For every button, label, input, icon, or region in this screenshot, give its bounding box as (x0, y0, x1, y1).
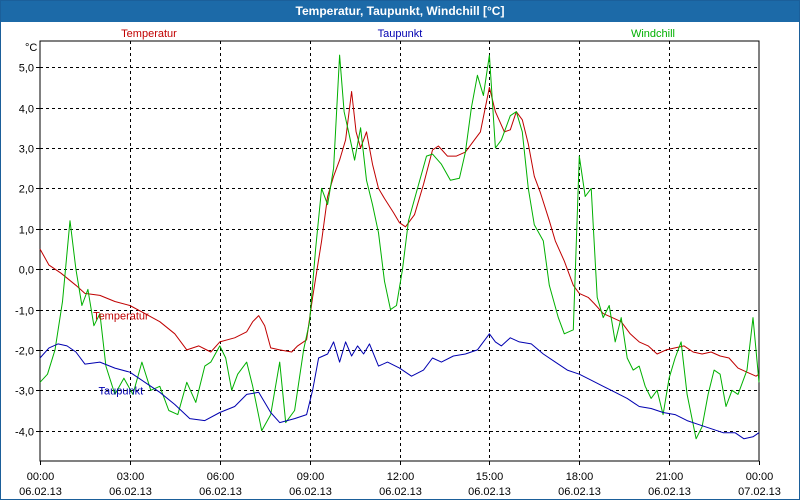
x-tick-time-label: 00:00 (27, 471, 55, 483)
x-tick-time-label: 18:00 (566, 471, 594, 483)
annotation-taupunkt: Taupunkt (99, 385, 144, 397)
y-tick-label: -4,0 (15, 427, 34, 439)
x-tick-date-label: 06.02.13 (289, 486, 332, 498)
y-tick-label: -2,0 (15, 346, 34, 358)
x-tick-date-label: 06.02.13 (648, 486, 691, 498)
x-tick-time-label: 15:00 (476, 471, 504, 483)
series-line-taupunkt (39, 333, 760, 440)
window-title: Temperatur, Taupunkt, Windchill [°C] (1, 1, 799, 22)
x-tick-time-label: 21:00 (656, 471, 684, 483)
y-tick-label: 3,0 (19, 144, 34, 156)
legend: Temperatur Taupunkt Windchill (121, 28, 675, 40)
x-tick-time-label: 12:00 (387, 471, 415, 483)
plot-area-frame (39, 40, 760, 462)
series-line-temperatur (39, 86, 760, 377)
x-tick-date-label: 06.02.13 (558, 486, 601, 498)
legend-windchill: Windchill (631, 28, 675, 40)
legend-temperatur: Temperatur (121, 28, 177, 40)
y-tick-label: 0,0 (19, 265, 34, 277)
x-tick-date-label: 06.02.13 (468, 486, 511, 498)
x-axis: 00:00 06.02.13 03:00 06.02.13 06:00 06.02.13 0… (19, 461, 781, 498)
x-tick-date-label: 06.02.13 (19, 486, 62, 498)
legend-taupunkt: Taupunkt (378, 28, 423, 40)
x-tick-time-label: 06:00 (207, 471, 235, 483)
annotations: Temperatur Taupunkt (93, 311, 149, 398)
annotation-temperatur: Temperatur (93, 311, 149, 323)
y-tick-label: -3,0 (15, 386, 34, 398)
y-tick-label: 5,0 (19, 63, 34, 75)
x-tick-time-label: 09:00 (297, 471, 325, 483)
y-tick-label: 4,0 (19, 104, 34, 116)
y-tick-label: 2,0 (19, 184, 34, 196)
grid-lines (40, 41, 759, 461)
x-tick-date-label: 07.02.13 (738, 486, 781, 498)
x-tick-date-label: 06.02.13 (199, 486, 242, 498)
y-axis-unit-label: °C (25, 42, 37, 54)
series-line-windchill (39, 54, 760, 440)
y-axis: 5,0 4,0 3,0 2,0 1,0 0,0 -1,0 -2,0 -3,0 -4,0 °C (15, 42, 40, 439)
x-tick-time-label: 00:00 (746, 471, 774, 483)
series-lines (39, 54, 760, 440)
y-tick-label: -1,0 (15, 306, 34, 318)
y-tick-label: 1,0 (19, 225, 34, 237)
x-tick-date-label: 06.02.13 (379, 486, 422, 498)
x-tick-time-label: 03:00 (117, 471, 145, 483)
x-tick-date-label: 06.02.13 (109, 486, 152, 498)
chart-canvas: 5,0 4,0 3,0 2,0 1,0 0,0 -1,0 -2,0 -3,0 -4,0 °C 00:… (15, 28, 781, 498)
